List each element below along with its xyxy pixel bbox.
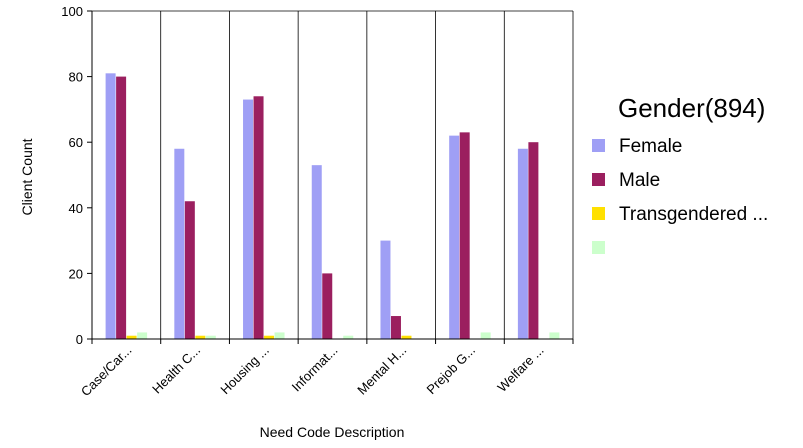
legend-swatch: [592, 207, 605, 220]
legend-swatch: [592, 173, 605, 186]
bar: [459, 132, 470, 339]
legend-swatch: [592, 139, 605, 152]
y-tick-label: 0: [76, 332, 83, 347]
bar: [549, 332, 560, 339]
bar: [253, 96, 264, 339]
legend-label: Transgendered ...: [619, 204, 768, 225]
bar: [401, 335, 412, 339]
x-tick-label: Prejob G...: [423, 343, 478, 398]
legend: Gender(894) Female Male Transgendered ...: [592, 93, 768, 254]
x-tick-label: Welfare ...: [494, 343, 546, 395]
bar: [137, 332, 148, 339]
bar: [205, 335, 216, 339]
grid-layer: [92, 10, 574, 339]
bar: [528, 142, 539, 339]
bar: [322, 273, 333, 339]
bar: [116, 76, 127, 339]
legend-swatch: [592, 241, 605, 254]
y-tick-label: 80: [69, 70, 83, 85]
legend-label: Male: [619, 170, 660, 191]
bar: [174, 148, 185, 339]
bar: [264, 335, 275, 339]
y-tick-label: 20: [69, 266, 83, 281]
bars-layer: [105, 73, 560, 339]
legend-label: Female: [619, 136, 682, 157]
x-tick-label: Case/Car...: [78, 343, 135, 400]
bar: [390, 316, 401, 339]
y-tick-label: 60: [69, 135, 83, 150]
bar: [126, 335, 137, 339]
x-axis-label: Need Code Description: [260, 424, 405, 440]
bar: [195, 335, 206, 339]
x-tick-label: Health C...: [149, 343, 203, 397]
bar: [311, 165, 322, 339]
legend-items: Female Male Transgendered ...: [592, 136, 768, 254]
y-axis-label: Client Count: [19, 138, 35, 215]
y-tick-label: 100: [61, 4, 83, 19]
bar: [517, 148, 528, 339]
bar: [343, 335, 354, 339]
y-tick-label: 40: [69, 201, 83, 216]
bar: [480, 332, 491, 339]
bar: [380, 240, 391, 339]
legend-title: Gender(894): [618, 93, 765, 123]
x-tick-label: Housing ...: [217, 343, 272, 398]
x-tick-label: Informat...: [289, 343, 341, 395]
bar: [184, 201, 195, 339]
bar: [243, 99, 254, 339]
bar: [105, 73, 116, 339]
x-tick-label: Mental H...: [354, 343, 409, 398]
bar: [274, 332, 285, 339]
bar: [449, 135, 460, 339]
